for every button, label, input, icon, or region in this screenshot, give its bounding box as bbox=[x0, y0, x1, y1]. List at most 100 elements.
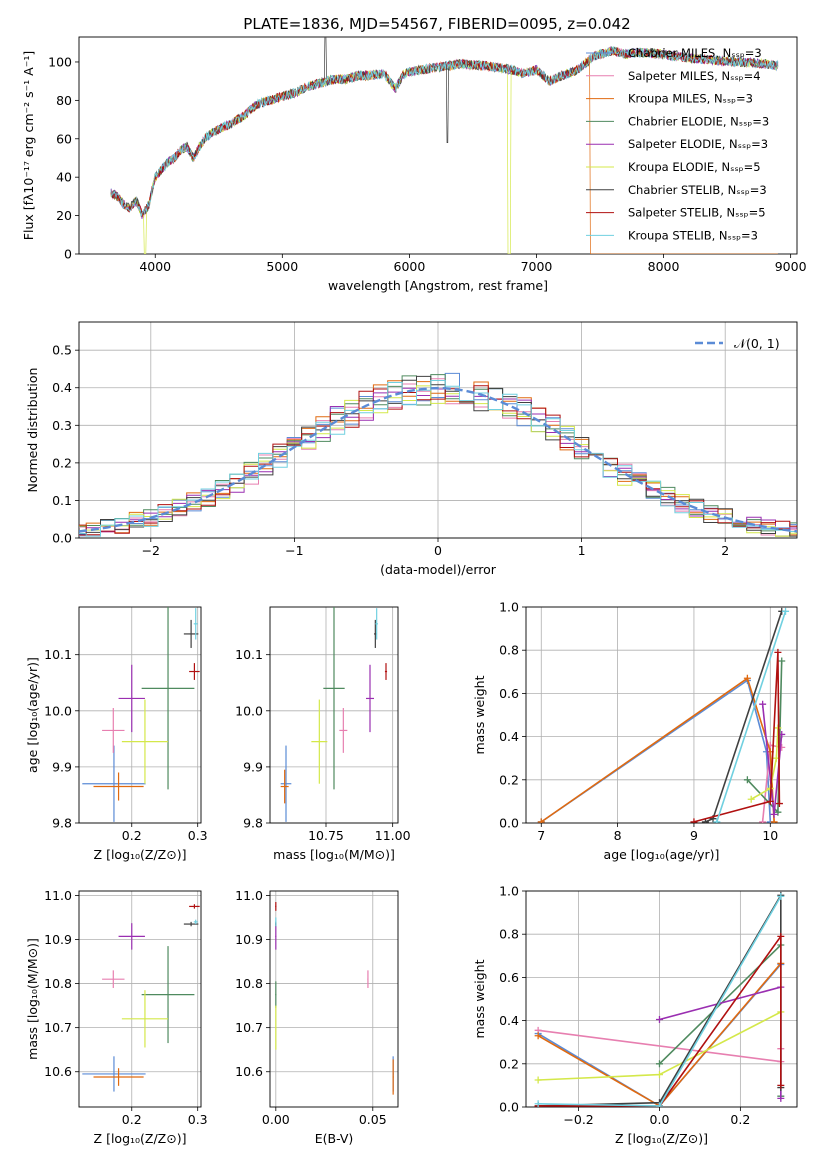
legend-label-kroupa_elodie: Kroupa ELODIE, Nₛₛₚ=5 bbox=[628, 160, 761, 174]
x-tick-label: −2 bbox=[142, 543, 160, 558]
x-tick-label: 0.2 bbox=[122, 1112, 142, 1127]
weight-line-kroupa_elodie bbox=[750, 727, 779, 800]
data-point-salpeter_miles bbox=[367, 970, 369, 988]
data-point-chabrier_elodie bbox=[323, 607, 345, 790]
y-tick-label: 0.6 bbox=[499, 686, 519, 701]
y-axis-label: Normed distribution bbox=[25, 368, 40, 493]
data-point-salpeter_stelib bbox=[189, 663, 200, 680]
residuals-frame bbox=[78, 321, 798, 539]
mass_vs_Z-points bbox=[82, 904, 200, 1092]
weight-marker-kroupa_stelib bbox=[713, 818, 721, 823]
y-tick-label: 10.0 bbox=[44, 703, 72, 718]
weight-marker-kroupa_miles bbox=[534, 1032, 542, 1040]
weight-marker-salpeter_elodie bbox=[655, 1016, 663, 1024]
y-tick-label: 10.7 bbox=[44, 1020, 72, 1035]
data-point-salpeter_elodie bbox=[118, 664, 145, 733]
x-tick-label: 2 bbox=[721, 543, 729, 558]
x-tick-label: 6000 bbox=[394, 259, 426, 274]
y-axis-label: Flux [fλ10⁻¹⁷ erg cm⁻² s⁻¹ A⁻¹] bbox=[21, 51, 36, 240]
weight_vs_Z-frame bbox=[525, 890, 798, 1108]
y-tick-label: 0.5 bbox=[52, 343, 72, 358]
x-axis-label: Z [log₁₀(Z/Z⊙)] bbox=[94, 1131, 187, 1146]
weight-marker-chabrier_elodie bbox=[778, 657, 786, 665]
age_vs_mass-points bbox=[280, 607, 388, 822]
data-point-kroupa_elodie bbox=[121, 699, 169, 784]
data-point-kroupa_miles bbox=[392, 1059, 394, 1095]
x-axis-label: mass [log₁₀(M/M⊙)] bbox=[273, 847, 395, 862]
y-tick-label: 10.1 bbox=[44, 647, 72, 662]
y-axis-label: mass weight bbox=[472, 675, 487, 754]
data-point-salpeter_miles bbox=[339, 707, 348, 753]
y-tick-label: 60 bbox=[56, 131, 72, 146]
y-tick-label: 0.2 bbox=[52, 455, 72, 470]
x-tick-label: 0.3 bbox=[188, 828, 208, 843]
y-tick-label: 10.7 bbox=[235, 1020, 263, 1035]
data-point-chabrier_miles bbox=[82, 745, 146, 822]
residuals-axes: −2 −1 0 1 2 0.0 0.1 0.2 0.3 0.4 0.5 (data-model)/er… bbox=[25, 321, 798, 577]
data-point-kroupa_stelib bbox=[193, 608, 198, 640]
x-tick-label: 11.00 bbox=[375, 828, 411, 843]
weight-marker-salpeter_elodie bbox=[759, 700, 767, 708]
data-point-chabrier_miles bbox=[82, 1056, 146, 1092]
data-point-kroupa_stelib bbox=[375, 608, 378, 640]
x-tick-label: 7000 bbox=[521, 259, 553, 274]
x-tick-label: 0.00 bbox=[262, 1112, 290, 1127]
y-tick-label: 1.0 bbox=[499, 600, 519, 615]
weight-marker-salpeter_elodie bbox=[777, 1094, 785, 1102]
weight-line-salpeter_stelib bbox=[693, 652, 781, 823]
y-tick-label: 0.8 bbox=[499, 927, 519, 942]
y-tick-label: 0.6 bbox=[499, 970, 519, 985]
weight-marker-kroupa_elodie bbox=[747, 795, 755, 803]
x-tick-label: 0.2 bbox=[730, 1112, 750, 1127]
x-tick-label: 0.0 bbox=[650, 1112, 670, 1127]
normal-reference-curve bbox=[79, 386, 797, 533]
x-tick-label: 0 bbox=[434, 543, 442, 558]
legend-label-kroupa_stelib: Kroupa STELIB, Nₛₛₚ=3 bbox=[628, 228, 758, 242]
data-point-kroupa_miles bbox=[280, 769, 289, 804]
weight-marker-salpeter_stelib bbox=[775, 800, 783, 808]
x-tick-label: 7 bbox=[537, 828, 545, 843]
data-point-salpeter_elodie bbox=[118, 923, 145, 950]
weight-marker-salpeter_stelib bbox=[777, 932, 785, 940]
weight-marker-salpeter_stelib bbox=[774, 648, 782, 656]
y-tick-label: 20 bbox=[56, 208, 72, 223]
weight_vs_Z-lines bbox=[534, 891, 785, 1107]
age_vs_Z-points bbox=[82, 607, 200, 822]
y-tick-label: 0.4 bbox=[499, 1013, 519, 1028]
spectrum-frame bbox=[78, 36, 798, 255]
spectrum-axes: 4000 5000 6000 7000 8000 9000 0 20 40 60 80 100 wave… bbox=[21, 36, 807, 293]
y-tick-label: 0.0 bbox=[499, 1100, 519, 1115]
weight-marker-chabrier_elodie bbox=[743, 776, 751, 784]
mass_vs_EBV-frame bbox=[269, 890, 399, 1108]
y-tick-label: 9.9 bbox=[52, 759, 72, 774]
y-tick-label: 10.8 bbox=[44, 976, 72, 991]
y-tick-label: 11.0 bbox=[235, 888, 263, 903]
mass_vs_EBV-points bbox=[275, 902, 394, 1095]
x-tick-label: 8000 bbox=[648, 259, 680, 274]
weight_vs_Z-axes: −0.2 0.0 0.2 0.0 0.2 0.4 0.6 0.8 1.0 Z [log₁₀(Z/Z… bbox=[472, 884, 798, 1146]
y-tick-label: 10.9 bbox=[44, 932, 72, 947]
y-tick-label: 100 bbox=[48, 54, 72, 69]
weight-marker-chabrier_elodie bbox=[655, 1060, 663, 1068]
weight_vs_age-lines bbox=[537, 607, 790, 823]
weight-marker-kroupa_miles bbox=[770, 818, 778, 823]
histogram-kroupa_elodie bbox=[79, 385, 797, 537]
legend-label-chabrier_miles: Chabrier MILES, Nₛₛₚ=3 bbox=[628, 46, 762, 60]
mass_vs_Z-axes: 0.2 0.3 10.6 10.7 10.8 10.9 11.0 Z [log₁₀(Z/Z⊙)… bbox=[25, 888, 208, 1146]
histogram-chabrier_elodie bbox=[79, 374, 797, 537]
weight-marker-kroupa_stelib bbox=[777, 892, 785, 900]
y-tick-label: 0.2 bbox=[499, 1056, 519, 1071]
weight-marker-salpeter_elodie bbox=[770, 810, 778, 818]
y-tick-label: 0.4 bbox=[499, 729, 519, 744]
weight-marker-kroupa_miles bbox=[743, 674, 751, 682]
y-tick-label: 9.8 bbox=[52, 816, 72, 831]
y-tick-label: 9.8 bbox=[243, 816, 263, 831]
y-tick-label: 40 bbox=[56, 170, 72, 185]
x-tick-label: 4000 bbox=[139, 259, 171, 274]
data-point-kroupa_stelib bbox=[193, 919, 198, 925]
x-tick-label: 10 bbox=[762, 828, 778, 843]
x-tick-label: 5000 bbox=[266, 259, 298, 274]
residual-histograms bbox=[79, 372, 797, 537]
x-tick-label: 9 bbox=[690, 828, 698, 843]
y-tick-label: 0.0 bbox=[499, 816, 519, 831]
